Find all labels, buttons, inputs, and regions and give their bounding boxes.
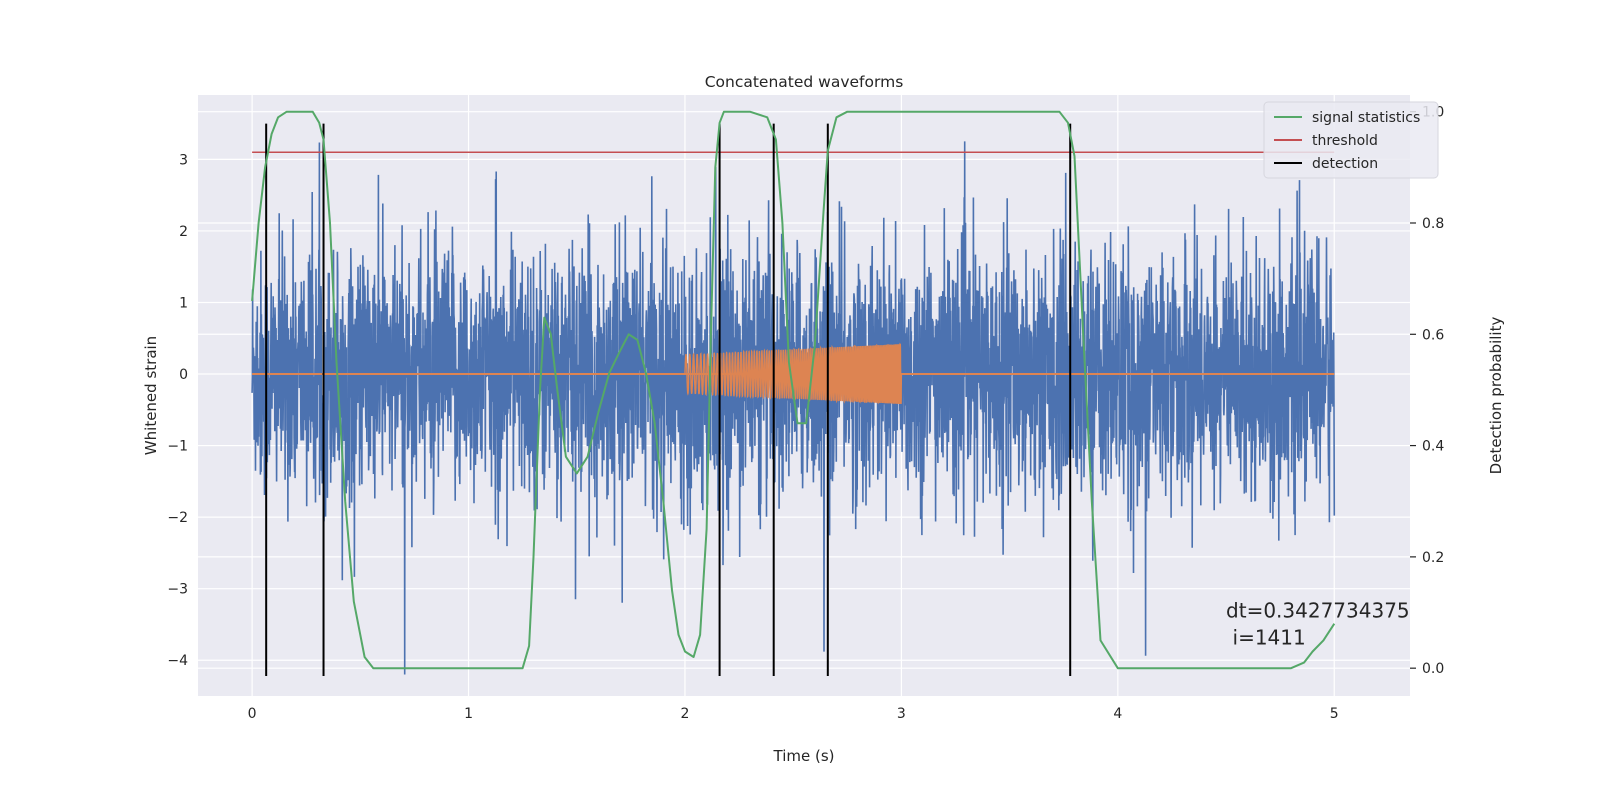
y-tick-label: 2 xyxy=(179,224,188,240)
x-tick-label: 2 xyxy=(681,706,690,722)
legend: signal statistics threshold detection xyxy=(1263,101,1439,179)
series-layer xyxy=(251,110,1336,676)
x-tick-label: 4 xyxy=(1113,706,1122,722)
y2-tick-label: 0.4 xyxy=(1422,439,1444,455)
y-tick-label: −1 xyxy=(167,439,188,455)
y-tick-label: 0 xyxy=(179,367,188,383)
annotations: dt=0.3427734375 i=1411 xyxy=(1226,598,1410,649)
x-tick-label: 3 xyxy=(897,706,906,722)
signal-statistics-line xyxy=(251,110,1336,670)
legend-label: detection xyxy=(1312,156,1378,172)
chart-title: Concatenated waveforms xyxy=(705,73,904,91)
legend-label: signal statistics xyxy=(1312,110,1420,126)
y-tick-label: −2 xyxy=(167,510,188,526)
annotation-text: dt=0.3427734375 xyxy=(1226,598,1410,622)
x-axis-label: Time (s) xyxy=(773,747,835,765)
y-axis-label: Whitened strain xyxy=(142,336,160,455)
y-tick-label: −3 xyxy=(167,582,188,598)
y2-tick-label: 0.0 xyxy=(1422,661,1444,677)
x-tick-label: 5 xyxy=(1330,706,1339,722)
y2-tick-label: 0.2 xyxy=(1422,550,1444,566)
y-tick-label: −4 xyxy=(167,653,188,669)
legend-box xyxy=(1263,101,1439,179)
y2-tick-label: 0.6 xyxy=(1422,327,1444,343)
y-tick-label: 3 xyxy=(179,152,188,168)
annotation-text: i=1411 xyxy=(1233,625,1306,649)
x-tick-label: 1 xyxy=(464,706,473,722)
series-strain-line xyxy=(251,141,1336,675)
y2-tick-label: 0.8 xyxy=(1422,216,1444,232)
x-tick-label: 0 xyxy=(248,706,257,722)
y-tick-label: 1 xyxy=(179,295,188,311)
y2-axis-label: Detection probability xyxy=(1487,317,1505,475)
legend-label: threshold xyxy=(1312,133,1378,149)
grid xyxy=(198,95,1410,696)
